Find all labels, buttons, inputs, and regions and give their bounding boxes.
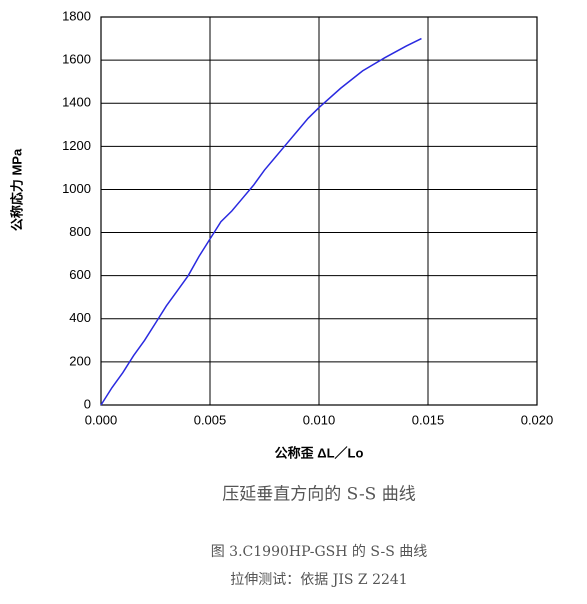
y-axis-label: 公称応力 MPa xyxy=(9,148,24,231)
plot-frame xyxy=(100,16,538,406)
y-tick-label: 1600 xyxy=(62,52,91,67)
y-tick-label: 1400 xyxy=(62,95,91,110)
y-tick-label: 1000 xyxy=(62,181,91,196)
x-tick-label: 0.015 xyxy=(412,412,445,427)
x-tick-label: 0.005 xyxy=(194,412,227,427)
subtitle: 压延垂直方向的 S-S 曲线 xyxy=(222,485,415,505)
y-tick-label: 1800 xyxy=(62,8,91,23)
caption: 图 3.C1990HP-GSH 的 S-S 曲线 xyxy=(211,544,428,560)
y-tick-label: 0 xyxy=(84,396,91,411)
caption: 拉伸测试：依据 JIS Z 2241 xyxy=(230,572,407,588)
y-tick-label: 200 xyxy=(69,353,91,368)
data-line xyxy=(100,37,422,406)
x-axis-label: 公称歪 ΔL／Lo xyxy=(275,445,364,460)
x-tick-label: 0.000 xyxy=(85,412,118,427)
y-tick-label: 800 xyxy=(69,224,91,239)
y-tick-label: 400 xyxy=(69,310,91,325)
x-tick-label: 0.020 xyxy=(521,412,554,427)
y-tick-label: 600 xyxy=(69,267,91,282)
x-tick-label: 0.010 xyxy=(303,412,336,427)
y-tick-label: 1200 xyxy=(62,138,91,153)
